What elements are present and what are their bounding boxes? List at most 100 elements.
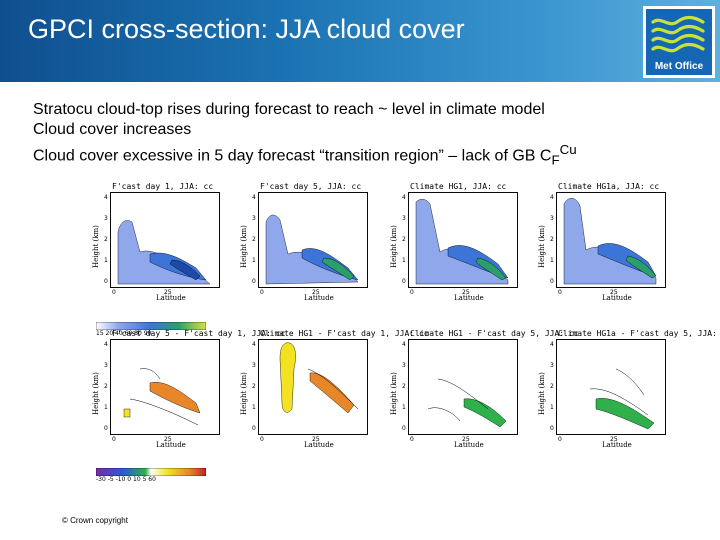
slide-title: GPCI cross-section: JJA cloud cover	[28, 14, 465, 44]
panel-y-tick: 3	[252, 215, 256, 222]
colorbar-top: 15 20 40 60 80 90	[96, 322, 206, 337]
logo-label: Met Office	[655, 61, 704, 72]
panel-y-tick: 4	[104, 341, 108, 348]
cross-section-panel: Climate HG1 - F'cast day 5, JJA: cc Heigh…	[390, 329, 579, 449]
panel-x-axis-label: Latitude	[454, 441, 484, 449]
panel-y-axis-label: Height (km)	[240, 225, 248, 268]
panel-y-tick: 3	[550, 215, 554, 222]
cross-section-figure: F'cast day 1, JJA: cc Height (km) 4 3 2 1 0 0 25…	[92, 182, 720, 483]
bullet-3-subscript: F	[551, 152, 560, 168]
met-office-logo-icon: Met Office	[643, 6, 715, 78]
panel-x-tick: 25	[462, 289, 470, 296]
panel-y-axis-label: Height (km)	[390, 225, 398, 268]
panel-y-axis-label: Height (km)	[390, 372, 398, 415]
title-banner: GPCI cross-section: JJA cloud cover Met …	[0, 0, 720, 82]
panel-title: Climate HG1, JJA: cc	[410, 182, 507, 191]
panel-x-tick: 25	[462, 436, 470, 443]
panel-title: F'cast day 5 - F'cast day 1, JJA: cc	[112, 329, 286, 338]
panel-x-tick: 0	[410, 436, 414, 443]
panel-y-tick: 4	[104, 194, 108, 201]
panel-plot-area	[258, 339, 368, 435]
panel-y-tick: 1	[402, 404, 406, 411]
panel-y-tick: 0	[550, 278, 554, 285]
cross-section-panel: Climate HG1a - F'cast day 5, JJA: cc Heig…	[538, 329, 720, 449]
cross-section-panel: F'cast day 1, JJA: cc Height (km) 4 3 2 1 0 0 25…	[92, 182, 222, 302]
panel-x-tick: 25	[312, 289, 320, 296]
panel-y-tick: 0	[402, 425, 406, 432]
panel-plot-area	[556, 192, 666, 288]
panel-x-tick: 0	[558, 436, 562, 443]
panel-y-tick: 1	[550, 404, 554, 411]
bullet-3-superscript: Cu	[559, 142, 577, 157]
panel-plot-area	[110, 192, 220, 288]
panel-y-axis-label: Height (km)	[92, 225, 100, 268]
panel-x-axis-label: Latitude	[156, 294, 186, 302]
panel-y-axis-label: Height (km)	[538, 372, 546, 415]
panel-title: Climate HG1a, JJA: cc	[558, 182, 660, 191]
panel-y-tick: 2	[550, 383, 554, 390]
panel-y-tick: 4	[252, 194, 256, 201]
panel-y-tick: 1	[252, 257, 256, 264]
panel-x-axis-label: Latitude	[304, 441, 334, 449]
bullet-1-text: Stratocu cloud-top rises during forecast…	[33, 101, 545, 118]
panel-title: Climate HG1 - F'cast day 5, JJA: cc	[410, 329, 579, 338]
bullet-list: Stratocu cloud-top rises during forecast…	[33, 100, 713, 171]
panel-plot-area	[408, 192, 518, 288]
panel-plot-area	[110, 339, 220, 435]
panel-y-tick: 2	[402, 383, 406, 390]
panel-y-tick: 0	[252, 425, 256, 432]
panel-y-tick: 4	[550, 194, 554, 201]
panel-title: F'cast day 1, JJA: cc	[112, 182, 214, 191]
panel-y-tick: 2	[252, 383, 256, 390]
panel-y-tick: 0	[402, 278, 406, 285]
cross-section-panel: F'cast day 5 - F'cast day 1, JJA: cc Heig…	[92, 329, 285, 449]
panel-y-tick: 1	[104, 404, 108, 411]
bullet-2: Cloud cover increases	[33, 120, 713, 140]
panel-title: F'cast day 5, JJA: cc	[260, 182, 362, 191]
panel-y-tick: 0	[252, 278, 256, 285]
colorbar-bottom-ticks: -30 -5 -10 0 10 5 60	[96, 476, 156, 483]
panel-x-tick: 25	[164, 289, 172, 296]
panel-x-axis-label: Latitude	[304, 294, 334, 302]
panel-x-tick: 25	[312, 436, 320, 443]
panel-y-tick: 3	[402, 362, 406, 369]
copyright-notice: © Crown copyright	[62, 516, 128, 525]
panel-title: Climate HG1a - F'cast day 5, JJA: cc	[558, 329, 720, 338]
colorbar-bottom-scale	[96, 468, 206, 476]
panel-y-tick: 0	[104, 425, 108, 432]
panel-x-tick: 0	[112, 289, 116, 296]
panel-x-tick: 0	[410, 289, 414, 296]
panel-y-tick: 0	[550, 425, 554, 432]
panel-y-tick: 4	[402, 194, 406, 201]
cross-section-panel: Climate HG1, JJA: cc Height (km) 4 3 2 1 0 0 25 L…	[390, 182, 520, 302]
panel-y-tick: 0	[104, 278, 108, 285]
panel-y-axis-label: Height (km)	[538, 225, 546, 268]
panel-y-tick: 1	[104, 257, 108, 264]
panel-title: Climate HG1 - F'cast day 1, JJA: cc	[260, 329, 429, 338]
panel-x-tick: 0	[260, 436, 264, 443]
cross-section-panel: F'cast day 5, JJA: cc Height (km) 4 3 2 1 0 0 25…	[240, 182, 370, 302]
panel-y-tick: 1	[402, 257, 406, 264]
panel-y-axis-label: Height (km)	[240, 372, 248, 415]
bullet-3: Cloud cover excessive in 5 day forecast …	[33, 140, 713, 171]
bullet-3-text: Cloud cover excessive in 5 day forecast …	[33, 147, 552, 165]
panel-y-tick: 3	[104, 362, 108, 369]
colorbar-top-ticks: 15 20 40 60 80 90	[96, 330, 152, 337]
panel-y-axis-label: Height (km)	[92, 372, 100, 415]
bullet-2-text: Cloud cover increases	[33, 121, 192, 138]
panel-plot-area	[258, 192, 368, 288]
panel-y-tick: 2	[402, 236, 406, 243]
panel-x-tick: 25	[164, 436, 172, 443]
panel-y-tick: 2	[104, 383, 108, 390]
cross-section-panel: Climate HG1 - F'cast day 1, JJA: cc Heigh…	[240, 329, 429, 449]
panel-y-tick: 1	[252, 404, 256, 411]
panel-x-axis-label: Latitude	[602, 294, 632, 302]
cross-section-panel: Climate HG1a, JJA: cc Height (km) 4 3 2 1 0 0 25…	[538, 182, 668, 302]
panel-y-tick: 4	[550, 341, 554, 348]
panel-y-tick: 3	[550, 362, 554, 369]
panel-x-tick: 25	[610, 436, 618, 443]
panel-y-tick: 4	[252, 341, 256, 348]
colorbar-top-scale	[96, 322, 206, 330]
panel-x-axis-label: Latitude	[454, 294, 484, 302]
panel-x-tick: 0	[112, 436, 116, 443]
